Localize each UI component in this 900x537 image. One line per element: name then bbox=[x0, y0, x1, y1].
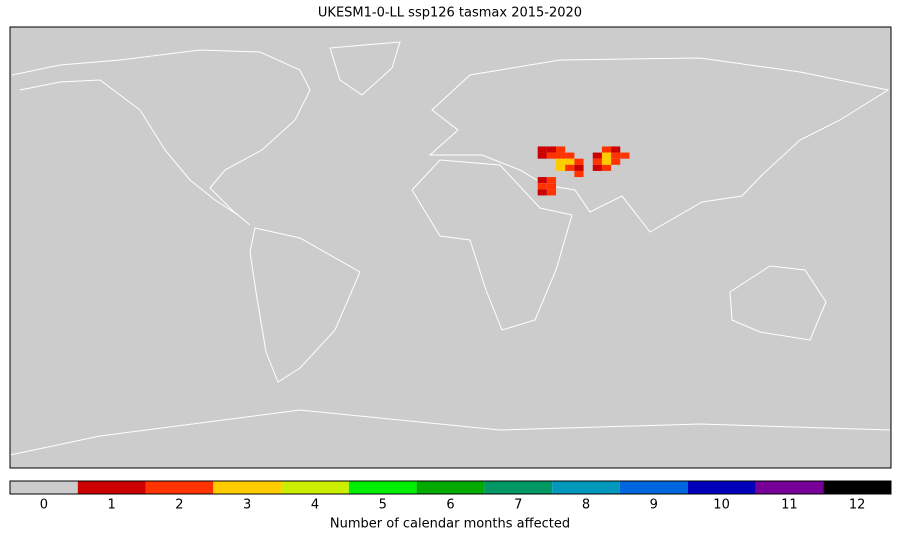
map-frame bbox=[9, 26, 892, 469]
colorbar-tick-label: 1 bbox=[108, 498, 116, 513]
north-america bbox=[11, 49, 311, 226]
colorbar-tick-label: 12 bbox=[849, 498, 866, 513]
colorbar-segment bbox=[755, 481, 824, 494]
grid-cell bbox=[546, 177, 557, 184]
grid-cell bbox=[611, 152, 621, 159]
grid-cell bbox=[537, 177, 547, 184]
colorbar-tick-label: 8 bbox=[582, 498, 590, 513]
grid-cell bbox=[546, 189, 557, 196]
grid-cell bbox=[537, 189, 547, 196]
grid-cell bbox=[546, 152, 557, 159]
grid-cell bbox=[537, 152, 547, 159]
colorbar: 0 1 2 3 4 5 6 7 8 9 10 11 12 bbox=[9, 480, 892, 513]
colorbar-label: Number of calendar months affected bbox=[330, 517, 570, 532]
grid-cell bbox=[565, 158, 575, 165]
grid-cell bbox=[601, 164, 612, 171]
grid-cell bbox=[574, 158, 584, 165]
grid-cell bbox=[565, 152, 575, 159]
grid-cell bbox=[537, 183, 547, 190]
colorbar-tick-label: 9 bbox=[650, 498, 658, 513]
colorbar-tick-label: 3 bbox=[243, 498, 251, 513]
colorbar-tick-label: 10 bbox=[713, 498, 730, 513]
colorbar-segment bbox=[281, 481, 349, 494]
colorbar-tick-label: 4 bbox=[311, 498, 319, 513]
grid-cell bbox=[601, 158, 612, 165]
antarctica bbox=[9, 409, 891, 456]
grid-cell bbox=[565, 164, 575, 171]
south-america bbox=[249, 227, 361, 383]
colorbar-tick-label: 0 bbox=[40, 498, 48, 513]
colorbar-tick-label: 11 bbox=[781, 498, 798, 513]
colorbar-segment bbox=[10, 481, 78, 494]
africa bbox=[411, 159, 573, 331]
colorbar-tick-label: 2 bbox=[175, 498, 183, 513]
grid-cell bbox=[611, 146, 621, 153]
grid-cell bbox=[592, 152, 602, 159]
grid-cell bbox=[620, 152, 630, 159]
cells bbox=[537, 146, 630, 196]
grid-cell bbox=[556, 146, 566, 153]
colorbar-segment bbox=[348, 481, 417, 494]
colorbar-segment bbox=[552, 481, 620, 494]
map-title: UKESM1-0-LL ssp126 tasmax 2015-2020 bbox=[318, 6, 582, 21]
grid-cell bbox=[556, 152, 566, 159]
grid-cell bbox=[592, 164, 602, 171]
colorbar-tick-label: 7 bbox=[514, 498, 522, 513]
colorbar-frame bbox=[9, 480, 892, 495]
colorbar-segment bbox=[77, 481, 146, 494]
colorbar-segment bbox=[145, 481, 214, 494]
grid-cell bbox=[574, 170, 584, 178]
grid-cell bbox=[556, 164, 566, 171]
grid-cell bbox=[546, 183, 557, 190]
grid-cell bbox=[601, 146, 612, 153]
colorbar-segment bbox=[416, 481, 485, 494]
grid-cell bbox=[546, 146, 557, 153]
grid-cell bbox=[537, 146, 547, 153]
colorbar-segment bbox=[619, 481, 688, 494]
colorbar-segment bbox=[213, 481, 282, 494]
colorbar-segment bbox=[687, 481, 756, 494]
grid-cell bbox=[592, 158, 602, 165]
colorbar-segment bbox=[823, 481, 891, 494]
colorbar-tick-label: 6 bbox=[446, 498, 454, 513]
greenland bbox=[329, 41, 401, 96]
grid-cell bbox=[611, 158, 621, 165]
colorbar-tick-label: 5 bbox=[379, 498, 387, 513]
colorbar-segment bbox=[484, 481, 553, 494]
grid-cell bbox=[556, 158, 566, 165]
map-area bbox=[10, 27, 891, 468]
australia bbox=[729, 265, 827, 341]
grid-cell bbox=[574, 164, 584, 171]
grid-cell bbox=[601, 152, 612, 159]
